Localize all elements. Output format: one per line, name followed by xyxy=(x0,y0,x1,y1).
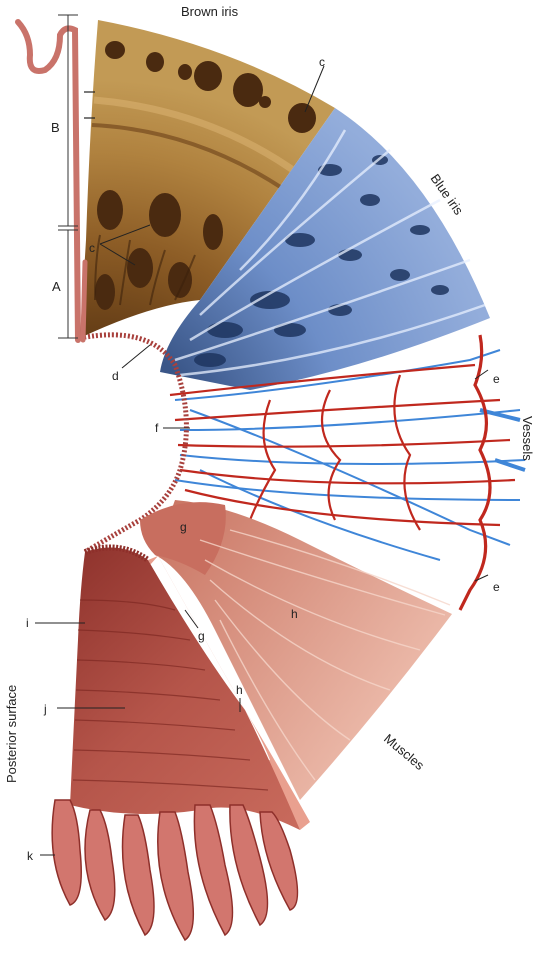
brown-iris-crypts xyxy=(95,41,316,310)
blue-iris-crypts xyxy=(194,155,449,367)
muscle-fibers xyxy=(199,529,451,781)
brown-collarette-ring xyxy=(93,96,303,178)
blue-radial-trabeculae xyxy=(174,129,486,377)
label-k: k xyxy=(27,849,34,863)
label-j: j xyxy=(43,702,47,716)
leader-lines xyxy=(35,65,489,856)
label-B: B xyxy=(51,120,60,135)
label-h-right: h xyxy=(291,607,298,621)
brown-radial-folds xyxy=(94,234,196,306)
label-g-top: g xyxy=(180,520,187,534)
arteries xyxy=(169,334,516,611)
label-muscles: Muscles xyxy=(381,731,428,773)
pupillary-ruff xyxy=(79,332,189,555)
posterior-circular-folds xyxy=(72,599,269,791)
iris-cross-section xyxy=(15,14,95,343)
label-h-left: h xyxy=(236,683,243,697)
label-e-top: e xyxy=(493,372,500,386)
sphincter-muscle-band xyxy=(140,502,226,575)
vessels-sector xyxy=(169,334,526,611)
label-brown-iris: Brown iris xyxy=(181,4,239,19)
veins xyxy=(174,349,526,561)
label-posterior-surface: Posterior surface xyxy=(4,685,19,783)
ciliary-ruff-rim xyxy=(84,544,150,563)
brown-collarette-ring-inner xyxy=(91,123,287,192)
label-c-top: c xyxy=(319,55,325,69)
label-i: i xyxy=(26,616,29,630)
label-vessels: Vessels xyxy=(520,416,535,461)
blue-iris-sector xyxy=(160,108,490,390)
label-A: A xyxy=(52,279,61,294)
cross-section-strand xyxy=(15,19,81,343)
label-f: f xyxy=(155,421,159,435)
dimension-brackets xyxy=(58,14,78,339)
cross-section-arrows xyxy=(84,91,95,119)
label-d: d xyxy=(112,369,119,383)
ciliary-processes xyxy=(51,799,299,942)
label-e-bottom: e xyxy=(493,580,500,594)
posterior-surface-section xyxy=(51,544,300,942)
brown-iris-sector xyxy=(80,20,335,338)
blue-iris-surface xyxy=(160,108,490,390)
label-c-middle: c xyxy=(89,241,95,255)
cross-section-strand-inner xyxy=(80,259,88,343)
label-g-bottom: g xyxy=(198,629,205,643)
